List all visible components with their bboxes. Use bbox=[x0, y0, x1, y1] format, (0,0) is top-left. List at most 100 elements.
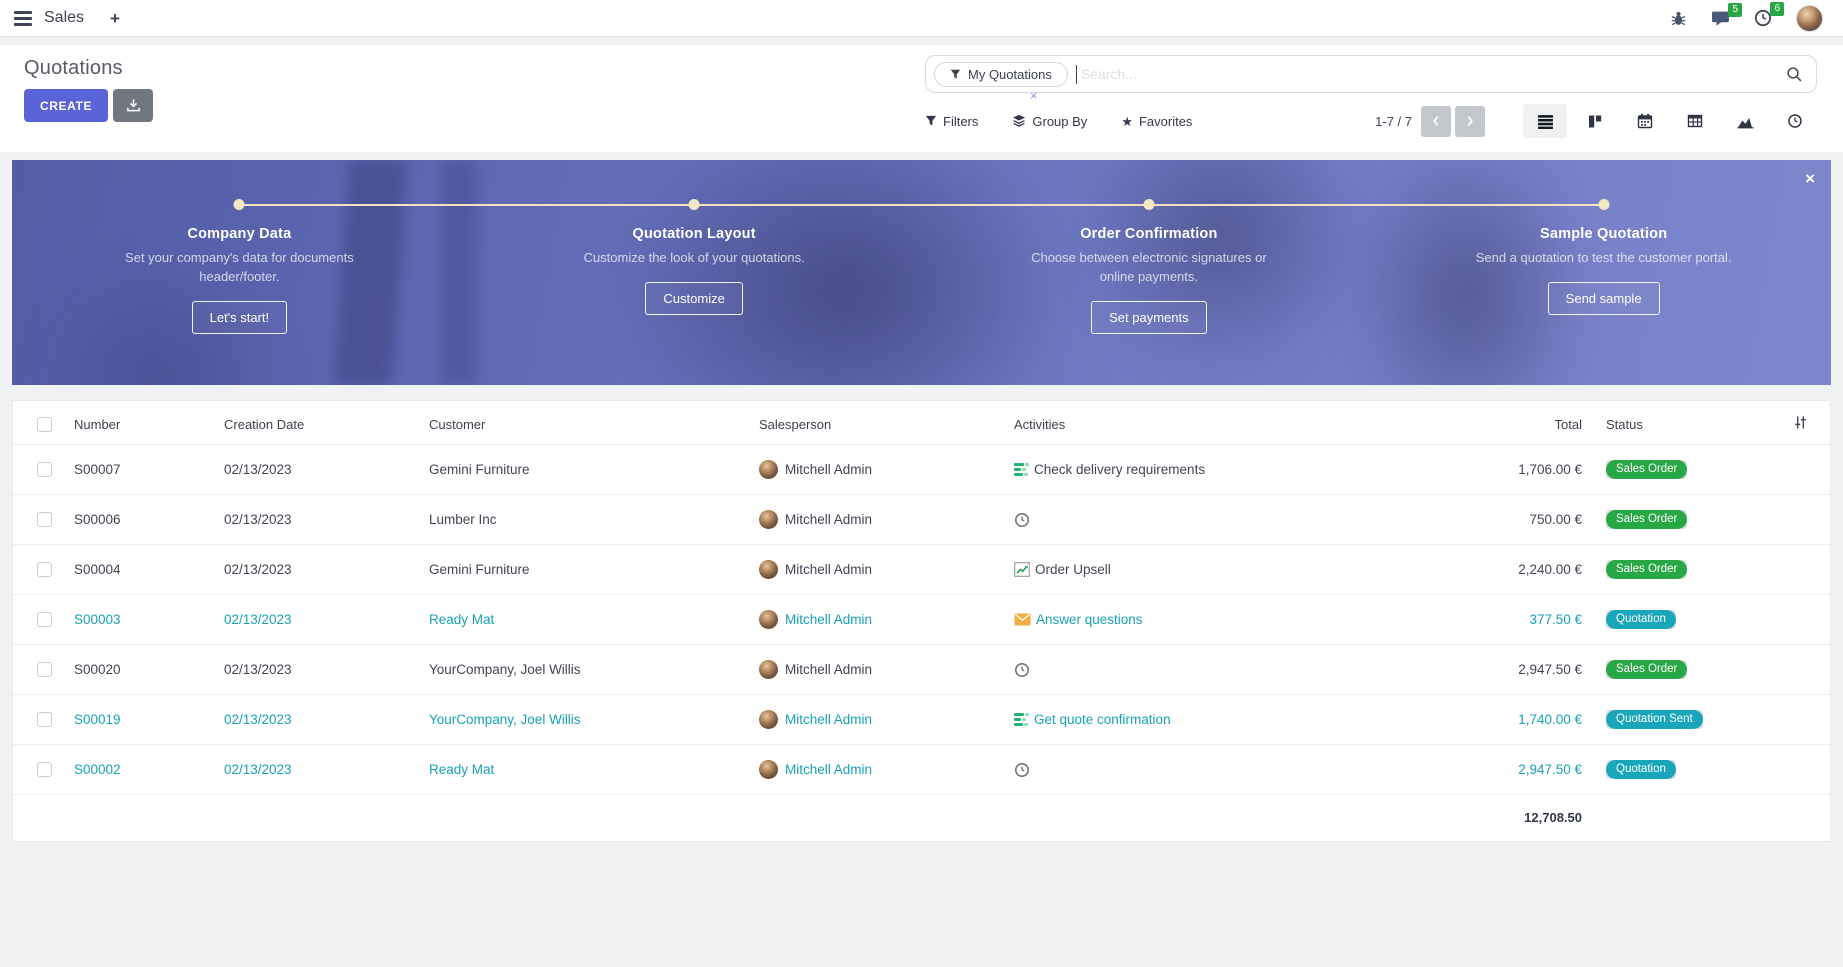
cell-activity[interactable]: Order Upsell bbox=[1035, 562, 1111, 577]
column-header-status[interactable]: Status bbox=[1606, 416, 1643, 432]
clock-activity-icon bbox=[1015, 762, 1029, 777]
cell-total: 2,240.00 € bbox=[1413, 544, 1588, 595]
table-row[interactable]: S00004 02/13/2023 Gemini Furniture Mitch… bbox=[13, 544, 1832, 595]
calendar-view-button[interactable] bbox=[1623, 104, 1667, 138]
page-body: × Company Data Set your company's data f… bbox=[0, 160, 1843, 842]
salesperson-avatar bbox=[759, 610, 778, 629]
list-view-button[interactable] bbox=[1523, 104, 1567, 138]
table-row[interactable]: S00006 02/13/2023 Lumber Inc Mitchell Ad… bbox=[13, 494, 1832, 545]
column-header-customer[interactable]: Customer bbox=[429, 416, 486, 432]
set-payments-button[interactable]: Set payments bbox=[1091, 300, 1207, 334]
pager-previous-button[interactable] bbox=[1421, 105, 1451, 137]
view-switcher bbox=[1523, 104, 1817, 138]
select-all-checkbox[interactable] bbox=[37, 416, 52, 432]
pivot-view-button[interactable] bbox=[1673, 104, 1717, 138]
table-row[interactable]: S00007 02/13/2023 Gemini Furniture Mitch… bbox=[13, 444, 1832, 495]
onboarding-step-order-confirmation: Order Confirmation Choose between electr… bbox=[922, 226, 1377, 334]
status-badge: Quotation Sent bbox=[1606, 710, 1703, 729]
subnav-divider bbox=[0, 37, 1843, 45]
cell-total: 2,947.50 € bbox=[1413, 744, 1588, 795]
optional-columns-icon[interactable] bbox=[1793, 416, 1808, 433]
search-facet-label: My Quotations bbox=[968, 66, 1052, 82]
app-name[interactable]: Sales bbox=[44, 9, 85, 26]
column-header-number[interactable]: Number bbox=[74, 416, 121, 432]
cell-salesperson: Mitchell Admin bbox=[785, 712, 873, 727]
column-header-creation-date[interactable]: Creation Date bbox=[224, 416, 305, 432]
chevron-right-icon bbox=[1467, 116, 1473, 126]
search-input[interactable] bbox=[1080, 66, 1778, 82]
user-avatar[interactable] bbox=[1796, 4, 1823, 32]
send-sample-button[interactable]: Send sample bbox=[1547, 281, 1660, 315]
cell-activity[interactable]: Get quote confirmation bbox=[1034, 712, 1171, 727]
banner-close-icon[interactable]: × bbox=[1805, 169, 1815, 188]
status-badge: Sales Order bbox=[1606, 460, 1688, 479]
cell-activity[interactable]: Answer questions bbox=[1036, 612, 1143, 627]
cell-salesperson: Mitchell Admin bbox=[785, 612, 873, 627]
activities-clock-icon[interactable]: 6 bbox=[1754, 2, 1784, 27]
cell-total: 1,706.00 € bbox=[1413, 444, 1588, 495]
cell-total: 1,740.00 € bbox=[1413, 694, 1588, 745]
column-header-salesperson[interactable]: Salesperson bbox=[759, 416, 832, 432]
cell-number: S00004 bbox=[68, 544, 218, 595]
create-button[interactable]: CREATE bbox=[24, 89, 109, 122]
row-checkbox[interactable] bbox=[37, 462, 52, 477]
row-checkbox[interactable] bbox=[37, 662, 52, 677]
customize-button[interactable]: Customize bbox=[645, 281, 743, 315]
chart-activity-icon bbox=[1014, 562, 1030, 577]
favorites-menu[interactable]: ★ Favorites bbox=[1121, 114, 1192, 129]
search-icon[interactable] bbox=[1786, 66, 1803, 88]
table-row[interactable]: S00003 02/13/2023 Ready Mat Mitchell Adm… bbox=[13, 594, 1832, 645]
lets-start-button[interactable]: Let's start! bbox=[191, 300, 288, 334]
step-description: Send a quotation to test the customer po… bbox=[1475, 250, 1732, 265]
cell-activity[interactable]: Check delivery requirements bbox=[1034, 462, 1206, 477]
filter-icon bbox=[950, 69, 961, 79]
salesperson-avatar bbox=[759, 760, 778, 779]
step-description: Choose between electronic signatures or … bbox=[1031, 250, 1267, 284]
activity-view-button[interactable] bbox=[1773, 104, 1817, 138]
onboarding-banner: × Company Data Set your company's data f… bbox=[12, 160, 1831, 385]
graph-view-icon bbox=[1737, 117, 1753, 128]
onboarding-step-quotation-layout: Quotation Layout Customize the look of y… bbox=[467, 226, 922, 334]
filter-icon bbox=[925, 115, 937, 126]
row-checkbox[interactable] bbox=[37, 712, 52, 727]
cell-creation-date: 02/13/2023 bbox=[218, 644, 423, 695]
download-icon bbox=[126, 99, 140, 112]
row-checkbox[interactable] bbox=[37, 512, 52, 527]
tasks-activity-icon bbox=[1014, 463, 1029, 476]
pager-next-button[interactable] bbox=[1455, 105, 1485, 137]
cell-total: 2,947.50 € bbox=[1413, 644, 1588, 695]
table-row[interactable]: S00020 02/13/2023 YourCompany, Joel Will… bbox=[13, 644, 1832, 695]
top-navbar: Sales + 5 6 bbox=[0, 0, 1843, 37]
cell-customer: Ready Mat bbox=[423, 744, 753, 795]
salesperson-avatar bbox=[759, 460, 778, 479]
table-row[interactable]: S00002 02/13/2023 Ready Mat Mitchell Adm… bbox=[13, 744, 1832, 795]
row-checkbox[interactable] bbox=[37, 612, 52, 627]
pager: 1-7 / 7 bbox=[1375, 105, 1485, 137]
cell-customer: Lumber Inc bbox=[423, 494, 753, 545]
plus-icon[interactable]: + bbox=[110, 8, 120, 28]
cell-salesperson: Mitchell Admin bbox=[785, 562, 873, 577]
graph-view-button[interactable] bbox=[1723, 104, 1767, 138]
filters-menu[interactable]: Filters bbox=[925, 114, 978, 129]
table-header-row: Number Creation Date Customer Salesperso… bbox=[13, 401, 1832, 445]
banner-photo-shape bbox=[442, 160, 476, 385]
table-row[interactable]: S00019 02/13/2023 YourCompany, Joel Will… bbox=[13, 694, 1832, 745]
row-checkbox[interactable] bbox=[37, 762, 52, 777]
messages-icon[interactable]: 5 bbox=[1711, 2, 1742, 27]
onboarding-step-company-data: Company Data Set your company's data for… bbox=[12, 226, 467, 334]
debug-bug-icon[interactable] bbox=[1670, 10, 1687, 27]
export-button[interactable] bbox=[113, 89, 154, 122]
column-header-activities[interactable]: Activities bbox=[1014, 416, 1066, 432]
cell-creation-date: 02/13/2023 bbox=[218, 594, 423, 645]
column-header-total[interactable]: Total bbox=[1554, 416, 1582, 432]
group-by-menu[interactable]: Group By bbox=[1012, 114, 1087, 129]
row-checkbox[interactable] bbox=[37, 562, 52, 577]
kanban-view-button[interactable] bbox=[1573, 104, 1617, 138]
status-badge: Sales Order bbox=[1606, 510, 1688, 529]
chevron-left-icon bbox=[1433, 116, 1439, 126]
quotations-list: Number Creation Date Customer Salesperso… bbox=[12, 400, 1832, 842]
search-facet[interactable]: My Quotations × bbox=[934, 61, 1068, 102]
apps-menu-icon[interactable] bbox=[14, 10, 32, 26]
search-bar[interactable]: My Quotations × bbox=[925, 55, 1817, 102]
facet-remove-icon[interactable]: × bbox=[1029, 87, 1038, 103]
